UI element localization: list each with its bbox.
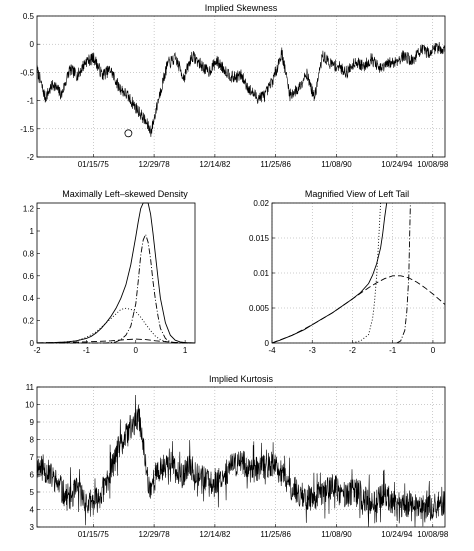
kurt-ytick-label: 4 (30, 506, 35, 515)
tail-grid (271, 202, 445, 344)
skew-series-line (36, 41, 446, 138)
tail-frame (271, 202, 446, 344)
density-ytick-label: 1 (30, 227, 35, 236)
tail-xtick-label: -3 (309, 346, 317, 355)
density-series-dashdot (37, 233, 195, 344)
skew-min-marker (124, 129, 133, 138)
skew-axes: -2 -1.5 -1 -0.5 0 0.5 01/15/75 12/29/78 12/14/82… (20, 12, 449, 169)
tail-xtick-label: -1 (389, 346, 397, 355)
skew-title: Implied Skewness (205, 3, 278, 13)
density-panel: Maximally Left–skewed Density 0 0.2 0.4 0.6… (23, 189, 196, 355)
skew-grid (37, 15, 445, 158)
kurt-axes: 3 4 5 6 7 8 9 10 11 01/15/75 12/29/78 12/14/82 11/25… (25, 383, 449, 539)
density-title: Maximally Left–skewed Density (62, 189, 188, 199)
density-ytick-label: 0.8 (23, 249, 35, 258)
skew-xtick-label: 12/14/82 (199, 160, 231, 169)
kurt-xtick-label: 12/14/82 (199, 530, 231, 539)
skew-ytick-label: -2 (27, 153, 35, 162)
skew-xtick-label: 11/25/86 (260, 160, 291, 169)
density-series-solid (36, 202, 196, 344)
density-ytick-label: 0.2 (23, 317, 35, 326)
kurt-title: Implied Kurtosis (209, 374, 274, 384)
density-xtick-label: -1 (83, 346, 91, 355)
tail-xtick-label: -2 (349, 346, 357, 355)
tail-series-dashdot (396, 202, 411, 344)
kurt-ytick-label: 7 (30, 453, 35, 462)
skew-xtick-label: 10/08/98 (417, 160, 449, 169)
density-ytick-label: 1.2 (23, 205, 35, 214)
kurt-xtick-label: 11/08/90 (321, 530, 352, 539)
kurt-xtick-label: 10/08/98 (417, 530, 449, 539)
tail-series-dotted (352, 202, 382, 344)
kurt-xtick-label: 12/29/78 (139, 530, 171, 539)
tail-ytick-label: 0.02 (253, 199, 269, 208)
density-axes: 0 0.2 0.4 0.6 0.8 1 1.2 -2 -1 0 1 (23, 205, 188, 355)
kurt-ytick-label: 10 (25, 401, 34, 410)
kurt-panel: Implied Kurtosis 3 4 5 6 7 8 9 10 11 01/15/75 12/2… (25, 374, 449, 539)
skew-frame (36, 15, 446, 158)
kurt-xtick-label: 01/15/75 (78, 530, 110, 539)
skew-xtick-label: 12/29/78 (139, 160, 171, 169)
density-series (36, 202, 196, 344)
skew-ytick-label: -0.5 (20, 68, 34, 77)
tail-xtick-label: -4 (268, 346, 276, 355)
skew-ytick-label: -1.5 (20, 125, 34, 134)
kurt-ytick-label: 5 (30, 488, 35, 497)
tail-axes: 0 0.005 0.01 0.015 0.02 -4 -3 -2 -1 0 (249, 199, 436, 355)
density-xtick-label: 0 (134, 346, 139, 355)
kurt-ytick-label: 3 (30, 523, 35, 532)
tail-ytick-label: 0.005 (249, 304, 270, 313)
tail-ytick-label: 0.015 (249, 234, 270, 243)
kurt-xtick-label: 11/25/86 (260, 530, 291, 539)
density-series-dashed (36, 338, 196, 344)
tail-series (271, 202, 446, 344)
tail-xtick-label: 0 (431, 346, 436, 355)
skew-ytick-label: -1 (27, 97, 35, 106)
kurt-series-line (36, 394, 446, 527)
density-ytick-label: 0.6 (23, 272, 35, 281)
tail-ytick-label: 0 (265, 339, 270, 348)
kurt-grid (37, 386, 445, 528)
density-ytick-label: 0 (30, 339, 35, 348)
density-xtick-label: -2 (33, 346, 41, 355)
density-frame (36, 202, 196, 344)
tail-series-dashed (271, 275, 446, 344)
kurt-ytick-label: 6 (30, 471, 35, 480)
tail-panel: Magnified View of Left Tail 0 0.005 0.01 0.… (249, 189, 446, 355)
kurt-frame (36, 386, 446, 528)
kurt-series (36, 394, 446, 527)
kurt-ytick-label: 11 (26, 383, 35, 392)
kurt-ytick-label: 9 (30, 418, 35, 427)
density-series-dotted (36, 307, 195, 344)
density-ytick-label: 0.4 (23, 294, 35, 303)
skew-panel: Implied Skewness -2 -1.5 -1 -0.5 0 0.5 01/15/7… (20, 3, 449, 169)
skew-xtick-label: 11/08/90 (321, 160, 352, 169)
skew-series (36, 41, 446, 138)
kurt-ytick-label: 8 (30, 436, 35, 445)
skew-ytick-label: 0 (30, 40, 35, 49)
density-xtick-label: 1 (183, 346, 188, 355)
tail-title: Magnified View of Left Tail (305, 189, 409, 199)
skew-ytick-label: 0.5 (23, 12, 35, 21)
skew-xtick-label: 10/24/94 (381, 160, 413, 169)
tail-ytick-label: 0.01 (253, 269, 269, 278)
skew-xtick-label: 01/15/75 (78, 160, 110, 169)
kurt-xtick-label: 10/24/94 (381, 530, 413, 539)
